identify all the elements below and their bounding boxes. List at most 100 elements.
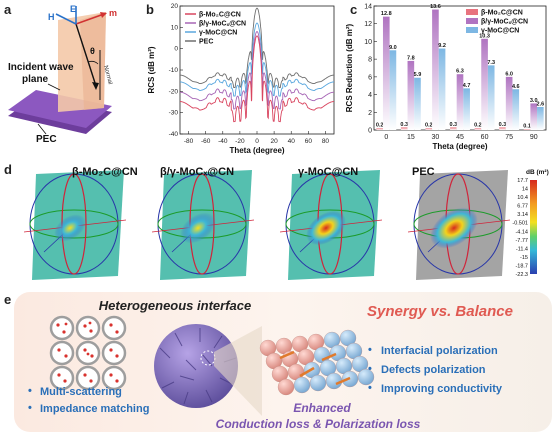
legend-swatch (466, 18, 478, 24)
y-tick-label: -10 (169, 67, 179, 74)
multi-scattering-cells (49, 315, 127, 391)
bar-value-label: 7.8 (407, 55, 415, 61)
scattering-lobe (306, 210, 346, 246)
simulation-panel (270, 164, 390, 280)
m-label: m (109, 8, 117, 18)
bar (474, 128, 482, 130)
right-bullet-2: Defects polarization (381, 364, 486, 376)
bar-value-label: 0.2 (425, 123, 433, 129)
bar-value-label: 9.0 (389, 45, 397, 51)
bar (487, 65, 495, 130)
incident-label-2: plane (22, 74, 49, 85)
bar-value-label: 2.6 (537, 101, 545, 107)
m-arrow (75, 13, 105, 25)
y-tick-label: -30 (169, 110, 179, 117)
svg-text:•: • (368, 382, 372, 394)
y-tick-label: 6 (368, 74, 372, 81)
panel-letter-a: a (4, 2, 12, 17)
colorbar-tick: -7.77 (515, 238, 528, 244)
loss-label: Conduction loss & Polarization loss (216, 417, 421, 431)
h-arrow (55, 13, 77, 25)
bar-value-label: 0.3 (499, 122, 507, 128)
colorbar-tick: -4.14 (515, 229, 528, 235)
bar (432, 9, 439, 131)
svg-text:•: • (28, 402, 32, 414)
colorbar-tick: 3.14 (517, 212, 528, 218)
series-line (180, 31, 334, 110)
bar-value-label: 3.0 (530, 98, 538, 104)
x-tick-label: 80 (322, 138, 330, 145)
x-tick-label: 90 (530, 134, 538, 141)
lattice-atom (325, 372, 343, 390)
bar-value-label: 4.6 (512, 84, 520, 90)
interface-lattice (259, 329, 375, 396)
y-tick-label: 10 (364, 39, 372, 46)
y-tick-label: 14 (364, 4, 372, 11)
series-line (180, 7, 334, 88)
rcs-reduction-bar-chart: 0246810121400.212.89.0150.37.85.9300.213… (345, 4, 547, 151)
bar (499, 127, 506, 130)
bar-value-label: 0.2 (376, 123, 384, 129)
panel-letter-c: c (350, 2, 358, 17)
synergy-heading: Synergy vs. Balance (367, 303, 513, 320)
x-tick-label: 60 (481, 134, 489, 141)
bar-value-label: 13.6 (430, 4, 441, 10)
legend-label: β/γ-MoCₓ@CN (481, 19, 528, 26)
y-tick-label: 0 (174, 46, 178, 53)
x-tick-label: 60 (305, 138, 313, 145)
svg-text:•: • (368, 344, 372, 356)
bar (505, 76, 513, 130)
bar (450, 127, 457, 130)
x-tick-label: -80 (184, 138, 194, 145)
left-bullet-2: Impedance matching (40, 403, 149, 415)
bar-value-label: 0.3 (450, 122, 458, 128)
bar-value-label: 4.7 (463, 83, 471, 89)
plot-frame (179, 5, 335, 135)
bar-value-label: 0.3 (400, 122, 408, 128)
simulation-row: dB (m²) 17.7 14 10.4 6.77 3.14 -0.501 -4.14 -7.7… (14, 164, 549, 280)
scattering-lobe (430, 207, 478, 249)
x-axis-label: Theta (degree) (229, 146, 284, 155)
bar (463, 88, 470, 130)
panel-letter-b: b (146, 2, 154, 17)
y-tick-label: 2 (368, 110, 372, 117)
colorbar-tick: -11.4 (516, 246, 528, 252)
right-bullet-1: Interfacial polarization (381, 345, 498, 357)
zoom-cone (214, 326, 262, 416)
bar (523, 129, 531, 130)
bar-value-label: 7.3 (487, 60, 495, 66)
sim-title-4: PEC (412, 166, 435, 178)
colorbar-tick: -18.7 (515, 263, 528, 269)
y-tick-label: 12 (364, 21, 372, 28)
x-tick-label: -20 (235, 138, 245, 145)
schematic-diagram: θ H E m Normal Incident wave plane PEC (8, 4, 117, 145)
colorbar-tick: -22.3 (515, 272, 528, 278)
bar-value-label: 5.9 (414, 72, 422, 78)
sim-title-3: γ-MoC@CN (298, 166, 359, 178)
bar-value-label: 6.3 (456, 69, 464, 75)
svg-text:•: • (368, 363, 372, 375)
sim-title-1: β-Mo₂C@CN (72, 166, 138, 178)
right-bullet-3: Improving conductivity (381, 383, 503, 395)
x-tick-label: 15 (407, 134, 415, 141)
x-tick-label: 0 (384, 134, 388, 141)
x-tick-label: -40 (218, 138, 228, 145)
bar (512, 89, 520, 130)
bar (481, 38, 488, 131)
y-tick-label: -20 (169, 88, 179, 95)
x-tick-label: 20 (270, 138, 278, 145)
bar (537, 106, 544, 130)
bar (425, 128, 433, 130)
y-tick-label: 0 (368, 128, 372, 135)
y-tick-label: 10 (171, 24, 179, 31)
bar-value-label: 12.8 (381, 11, 392, 17)
colorbar-tick: 14 (522, 187, 528, 193)
bar (407, 60, 415, 130)
x-tick-label: 40 (288, 138, 296, 145)
colorbar-tick: 10.4 (517, 195, 528, 201)
panel-letter-d: d (4, 162, 12, 177)
lattice-atom (293, 376, 311, 394)
h-label: H (48, 12, 55, 22)
y-tick-label: 4 (368, 92, 372, 99)
simulation-panel (142, 164, 262, 280)
